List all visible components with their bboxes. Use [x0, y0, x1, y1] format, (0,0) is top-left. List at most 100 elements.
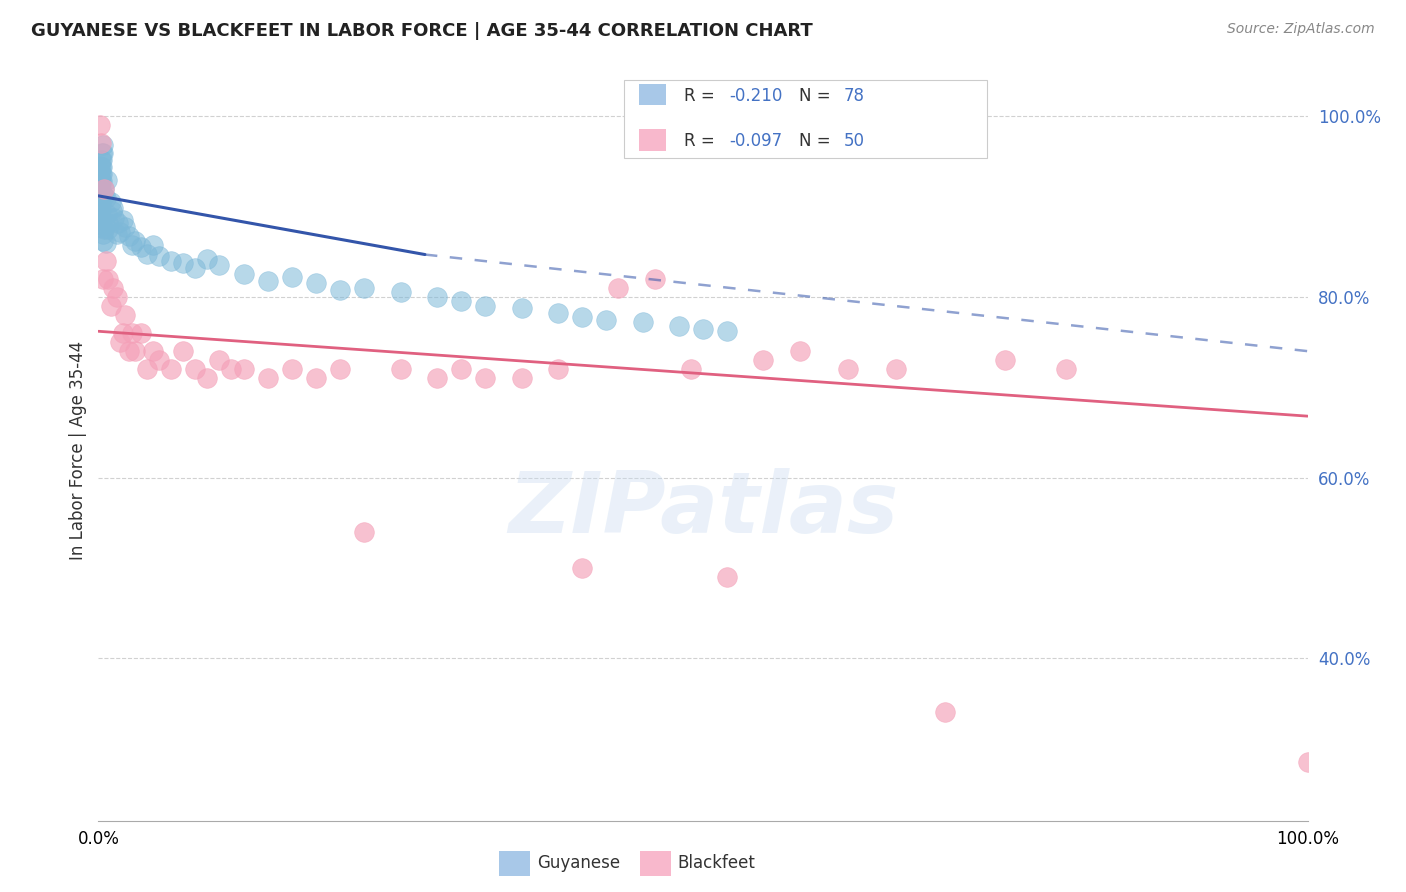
- Point: [172, 344, 194, 359]
- Point: [571, 310, 593, 324]
- Point: [450, 362, 472, 376]
- Point: [91, 160, 114, 174]
- Point: [256, 274, 278, 288]
- Point: [160, 362, 183, 376]
- Point: [426, 290, 449, 304]
- Point: [195, 371, 218, 385]
- Point: [91, 167, 114, 181]
- Point: [91, 227, 114, 241]
- Point: [668, 318, 690, 333]
- Point: [510, 371, 533, 385]
- Point: [886, 362, 908, 376]
- Point: [94, 253, 117, 268]
- Point: [208, 259, 231, 273]
- FancyBboxPatch shape: [638, 129, 665, 151]
- Point: [90, 136, 112, 151]
- Point: [97, 222, 120, 236]
- Point: [91, 145, 114, 160]
- Point: [389, 362, 412, 376]
- Point: [129, 240, 152, 254]
- Point: [91, 153, 114, 167]
- Point: [329, 283, 352, 297]
- Point: [114, 308, 136, 322]
- Point: [91, 234, 114, 248]
- Point: [93, 181, 115, 195]
- Point: [96, 207, 118, 221]
- Point: [281, 270, 304, 285]
- Point: [91, 138, 114, 153]
- Point: [256, 371, 278, 385]
- Point: [510, 301, 533, 315]
- Point: [89, 213, 111, 227]
- Point: [789, 344, 811, 359]
- Point: [121, 326, 143, 340]
- Point: [89, 179, 111, 194]
- Point: [108, 225, 131, 239]
- Point: [716, 324, 738, 338]
- Point: [93, 181, 115, 195]
- Point: [111, 326, 134, 340]
- Point: [547, 362, 569, 376]
- Point: [129, 326, 152, 340]
- Y-axis label: In Labor Force | Age 35-44: In Labor Force | Age 35-44: [69, 341, 87, 560]
- Point: [91, 174, 114, 188]
- Point: [631, 315, 654, 329]
- Point: [389, 285, 412, 300]
- Point: [148, 353, 170, 368]
- Text: N =: N =: [799, 87, 835, 105]
- Point: [837, 362, 859, 376]
- FancyBboxPatch shape: [624, 80, 987, 158]
- Point: [281, 362, 304, 376]
- Point: [607, 281, 630, 295]
- Text: Blackfeet: Blackfeet: [678, 855, 755, 872]
- Point: [118, 344, 141, 359]
- Point: [89, 219, 111, 234]
- Point: [571, 561, 593, 575]
- Text: Guyanese: Guyanese: [537, 855, 620, 872]
- Point: [108, 335, 131, 350]
- Text: -0.210: -0.210: [730, 87, 783, 105]
- Point: [124, 234, 146, 248]
- Point: [89, 207, 111, 221]
- Point: [994, 353, 1017, 368]
- Point: [103, 211, 125, 225]
- Text: 50: 50: [844, 132, 865, 150]
- Text: GUYANESE VS BLACKFEET IN LABOR FORCE | AGE 35-44 CORRELATION CHART: GUYANESE VS BLACKFEET IN LABOR FORCE | A…: [31, 22, 813, 40]
- Point: [184, 261, 207, 276]
- FancyBboxPatch shape: [638, 84, 665, 105]
- Point: [90, 153, 112, 167]
- Point: [107, 216, 129, 230]
- Point: [97, 216, 120, 230]
- Point: [124, 344, 146, 359]
- Text: Source: ZipAtlas.com: Source: ZipAtlas.com: [1227, 22, 1375, 37]
- Point: [89, 165, 111, 179]
- Point: [305, 371, 328, 385]
- Point: [90, 160, 112, 174]
- Point: [172, 255, 194, 269]
- Point: [716, 570, 738, 584]
- Point: [101, 281, 124, 295]
- Point: [94, 191, 117, 205]
- Text: ZIPatlas: ZIPatlas: [508, 468, 898, 551]
- Point: [305, 277, 328, 291]
- Point: [148, 249, 170, 263]
- Point: [101, 202, 124, 216]
- Point: [90, 211, 112, 225]
- Point: [142, 237, 165, 252]
- Point: [329, 362, 352, 376]
- Point: [679, 362, 702, 376]
- Point: [89, 186, 111, 201]
- Point: [90, 196, 112, 211]
- Point: [595, 312, 617, 326]
- Point: [474, 371, 496, 385]
- Point: [752, 353, 775, 368]
- Point: [100, 195, 122, 210]
- Point: [450, 293, 472, 308]
- Point: [232, 362, 254, 376]
- Point: [135, 246, 157, 260]
- Point: [692, 321, 714, 335]
- Point: [118, 228, 141, 243]
- Point: [353, 281, 375, 295]
- Point: [221, 362, 243, 376]
- Text: R =: R =: [683, 87, 720, 105]
